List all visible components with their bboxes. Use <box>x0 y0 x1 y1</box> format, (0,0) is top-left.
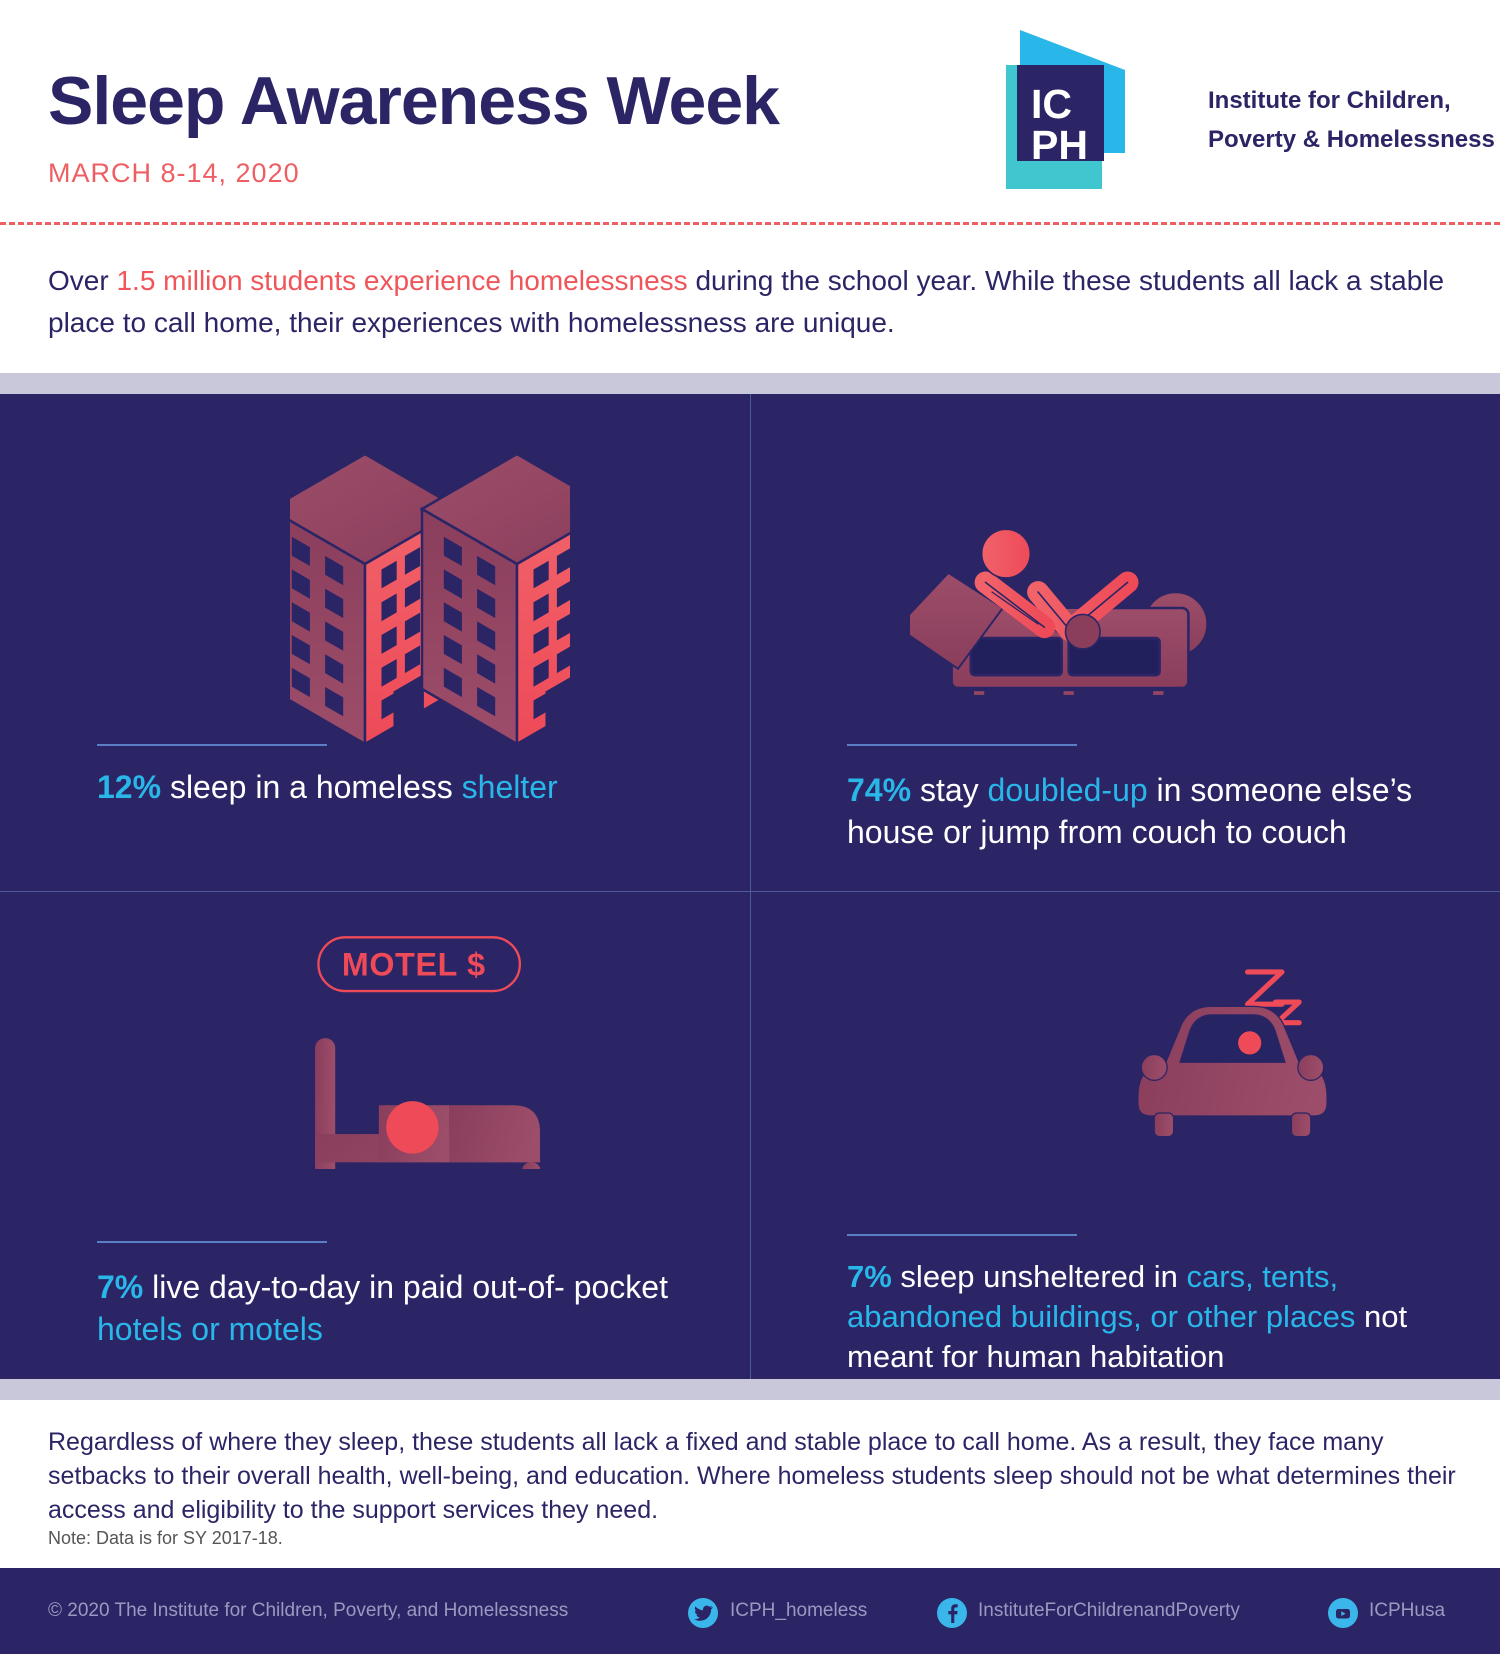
svg-text:IC: IC <box>1031 81 1072 127</box>
svg-text:Institute for Children,: Institute for Children, <box>1208 87 1451 114</box>
svg-text:PH: PH <box>1031 122 1088 168</box>
svg-text:MOTEL $: MOTEL $ <box>342 947 486 983</box>
svg-text:Poverty & Homelessness: Poverty & Homelessness <box>1208 126 1495 153</box>
